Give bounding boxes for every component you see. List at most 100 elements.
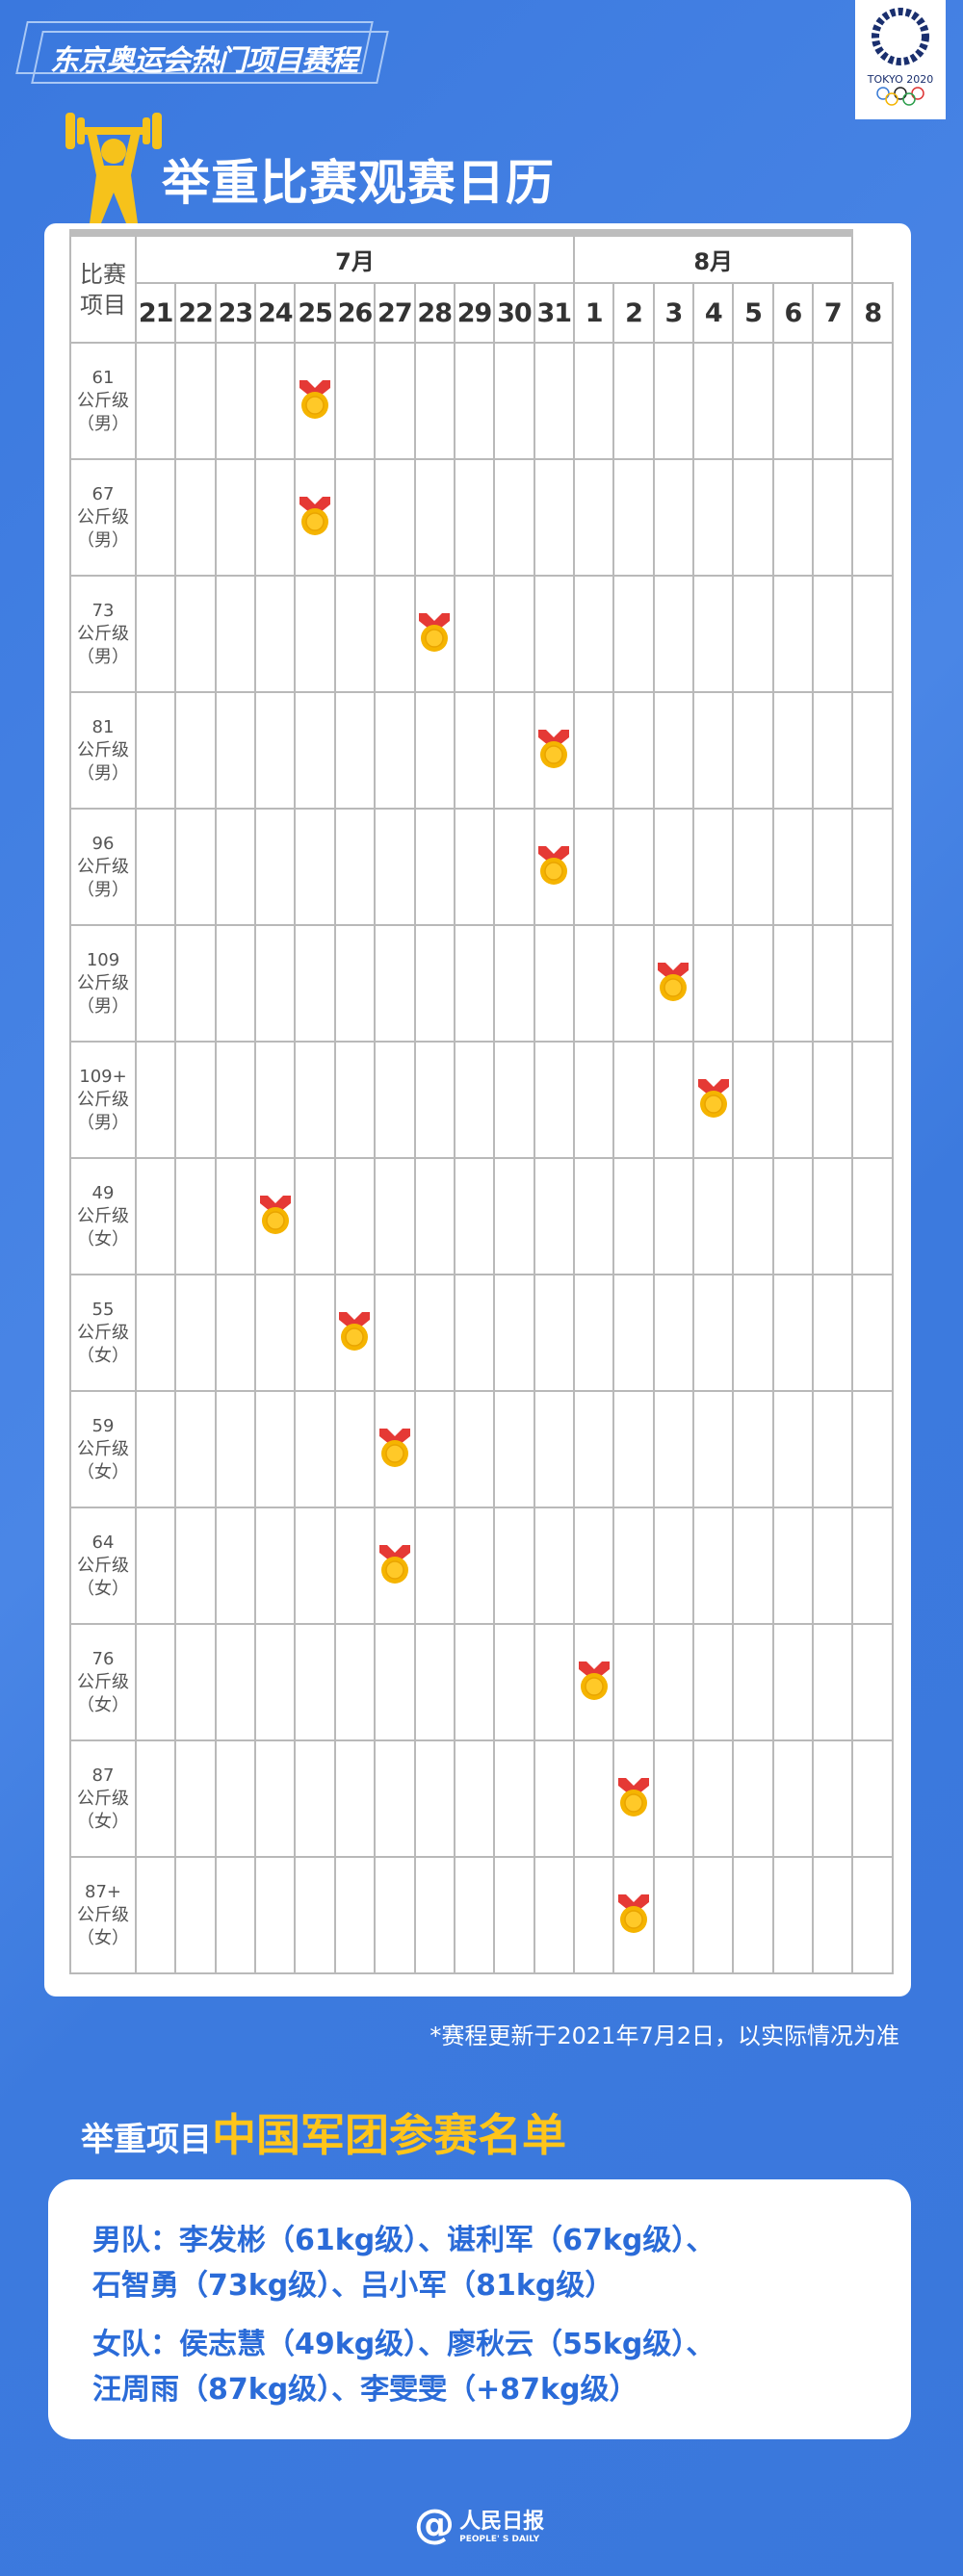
day-cell: [413, 924, 455, 1043]
month-header: 8月: [572, 229, 854, 284]
day-cell: [612, 342, 655, 460]
day-cell: [652, 1157, 695, 1275]
day-cell: [294, 924, 336, 1043]
gold-medal-icon: [378, 1428, 410, 1467]
day-cell: [174, 1157, 217, 1275]
day-header: 21: [134, 282, 177, 344]
day-cell: [493, 1856, 535, 1974]
peoples-daily-logo: @ 人民日报 PEOPLE' S DAILY: [414, 2500, 545, 2547]
day-cell: [493, 1507, 535, 1625]
day-cell: [174, 1623, 217, 1741]
banner-title: 东京奥运会热门项目赛程: [50, 44, 358, 78]
day-cell: [732, 924, 774, 1043]
day-cell: [612, 808, 655, 926]
gold-medal-icon: [697, 1078, 729, 1118]
day-cell: [732, 1041, 774, 1159]
day-cell: [692, 575, 735, 693]
day-cell: [174, 1390, 217, 1508]
event-label: 109 公斤级 （男）: [69, 924, 137, 1043]
table-row: 59 公斤级 （女）: [69, 1390, 894, 1508]
day-cell: [413, 1856, 455, 1974]
day-cell: [612, 1507, 655, 1625]
day-cell: [493, 1623, 535, 1741]
day-cell: [732, 1739, 774, 1858]
day-cell: [374, 342, 416, 460]
day-header: 26: [333, 282, 377, 344]
day-cell: [692, 1507, 735, 1625]
day-cell: [771, 1507, 815, 1625]
event-label: 96 公斤级 （男）: [69, 808, 137, 926]
day-cell: [771, 1157, 815, 1275]
day-cell: [413, 1041, 455, 1159]
day-cell: [214, 1623, 257, 1741]
day-cell: [572, 458, 615, 577]
day-cell: [771, 924, 815, 1043]
day-cell: [851, 458, 894, 577]
table-row: 67 公斤级 （男）: [69, 458, 894, 577]
day-cell: [413, 458, 455, 577]
roster-line: 石智勇（73kg级）、吕小军（81kg级）: [92, 2269, 614, 2303]
event-label: 87+ 公斤级 （女）: [69, 1856, 137, 1974]
day-cell: [134, 1157, 177, 1275]
day-cell: [771, 808, 815, 926]
day-cell: [771, 691, 815, 810]
event-label: 109+ 公斤级 （男）: [69, 1041, 137, 1159]
day-cell: [374, 458, 416, 577]
day-cell: [333, 1157, 377, 1275]
day-cell: [174, 1507, 217, 1625]
day-cell: [533, 1507, 575, 1625]
day-cell: [812, 1623, 854, 1741]
day-cell: [652, 1739, 695, 1858]
day-cell: [533, 1157, 575, 1275]
roster-line: 男队：李发彬（61kg级）、谌利军（67kg级）、: [92, 2224, 716, 2257]
day-cell: [413, 1390, 455, 1508]
day-cell: [374, 575, 416, 693]
day-header: 30: [493, 282, 535, 344]
table-row: 49 公斤级 （女）: [69, 1157, 894, 1275]
day-cell: [533, 1390, 575, 1508]
day-header: 31: [533, 282, 575, 344]
day-cell: [333, 1856, 377, 1974]
day-cell: [214, 808, 257, 926]
day-cell: [692, 1856, 735, 1974]
at-icon: @: [414, 2500, 455, 2547]
day-cell: [812, 1739, 854, 1858]
day-cell: [174, 342, 217, 460]
weightlifter-icon: [65, 113, 162, 223]
day-cell: [732, 1507, 774, 1625]
day-cell: [254, 691, 297, 810]
day-cell: [453, 1390, 496, 1508]
day-cell: [413, 691, 455, 810]
day-cell: [214, 691, 257, 810]
day-cell: [652, 924, 695, 1043]
day-cell: [453, 458, 496, 577]
day-cell: [413, 342, 455, 460]
day-cell: [812, 1274, 854, 1392]
day-cell: [413, 575, 455, 693]
day-cell: [732, 691, 774, 810]
day-cell: [294, 1274, 336, 1392]
day-cell: [652, 575, 695, 693]
day-cell: [572, 1274, 615, 1392]
day-cell: [493, 458, 535, 577]
day-cell: [254, 1507, 297, 1625]
day-cell: [572, 1041, 615, 1159]
day-cell: [771, 458, 815, 577]
day-cell: [771, 1623, 815, 1741]
day-cell: [851, 575, 894, 693]
day-cell: [453, 575, 496, 693]
day-cell: [214, 575, 257, 693]
day-cell: [453, 924, 496, 1043]
day-cell: [612, 691, 655, 810]
day-cell: [851, 1507, 894, 1625]
day-cell: [652, 1041, 695, 1159]
day-cell: [572, 1390, 615, 1508]
day-cell: [294, 1507, 336, 1625]
day-cell: [453, 691, 496, 810]
day-header: 25: [294, 282, 336, 344]
day-cell: [572, 1856, 615, 1974]
day-cell: [294, 1157, 336, 1275]
day-cell: [732, 1856, 774, 1974]
day-cell: [533, 1623, 575, 1741]
gold-medal-icon: [538, 845, 570, 885]
